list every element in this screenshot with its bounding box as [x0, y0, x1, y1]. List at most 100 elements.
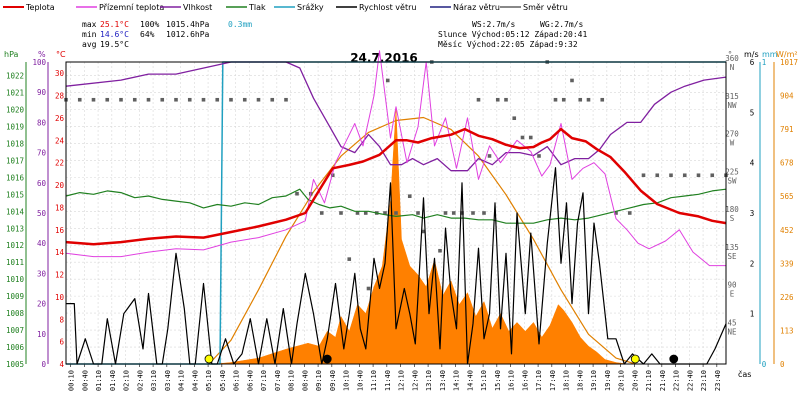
series-wind-direction-point — [270, 97, 275, 102]
series-wind-direction-point — [347, 257, 352, 261]
tick-label-pct: 10 — [37, 330, 47, 339]
tick-label-hpa: 1016 — [6, 173, 25, 182]
tick-label-time: 13:40 — [439, 370, 447, 391]
series-wind-direction-point — [394, 211, 398, 215]
tick-label-wm2: 0 — [780, 360, 785, 369]
series-wind-direction-point — [710, 173, 715, 178]
tick-label-time: 23:40 — [714, 370, 722, 391]
tick-label-hpa: 1006 — [6, 343, 25, 352]
series-wind-direction-point — [561, 97, 566, 102]
tick-label-time: 05:40 — [219, 370, 227, 391]
tick-label-time: 04:10 — [178, 370, 186, 391]
axis-title-mm: mm — [762, 50, 778, 59]
tick-label-time: 21:40 — [659, 370, 667, 391]
series-solar-radiation — [214, 108, 628, 365]
tick-label-time: 00:10 — [68, 370, 76, 391]
tick-label-time: 20:40 — [631, 370, 639, 391]
series-wind-direction-point — [201, 97, 206, 102]
series-wind-direction-point — [385, 78, 390, 83]
tick-label-mm: 0 — [762, 360, 767, 369]
tick-label-pct: 60 — [37, 179, 47, 188]
axis-title-hpa: hPa — [4, 50, 19, 59]
marker-moonset — [322, 354, 332, 364]
chart-title: 24.7.2016 — [350, 51, 418, 65]
series-wind-direction-point — [482, 211, 486, 215]
series-wind-direction-point — [627, 211, 632, 215]
tick-label-c: 14 — [55, 248, 65, 257]
series-wind-direction-point — [91, 97, 96, 102]
stat-max-temp: 25.1°C — [100, 20, 129, 29]
tick-label-pct: 30 — [37, 269, 47, 278]
tick-label-hpa: 1017 — [6, 156, 24, 165]
series-wind-direction-point — [537, 154, 541, 158]
stat-min-hum: 64% — [140, 30, 155, 39]
series-wind-direction-point — [614, 211, 618, 215]
series — [64, 50, 728, 365]
tick-label-hpa: 1019 — [6, 122, 24, 131]
tick-label-ms: 2 — [750, 259, 755, 268]
axis-ticks: 1022102110201019101810171016101510141013… — [6, 54, 798, 391]
stat-rain-total: 0.3mm — [228, 20, 252, 29]
tick-label-time: 10:10 — [343, 370, 351, 391]
tick-label-dir-name: SW — [727, 176, 737, 185]
tick-label-time: 07:40 — [274, 370, 282, 391]
tick-label-pct: 100 — [32, 58, 46, 67]
axis-title-time: čas — [738, 369, 751, 379]
tick-label-c: 8 — [59, 315, 64, 324]
series-wind-direction-point — [655, 173, 660, 178]
tick-label-wm2: 113 — [780, 326, 794, 335]
tick-label-dir-name: SE — [727, 252, 737, 261]
legend-label-direction: Směr větru — [523, 3, 568, 12]
tick-label-pct: 70 — [37, 149, 47, 158]
tick-label-dir-name: W — [730, 139, 735, 148]
tick-label-time: 14:10 — [453, 370, 461, 391]
tick-label-ms: 3 — [750, 209, 755, 218]
tick-label-hpa: 1008 — [6, 309, 25, 318]
tick-label-hpa: 1014 — [6, 207, 25, 216]
tick-label-ms: 5 — [750, 108, 755, 117]
tick-label-time: 15:40 — [494, 370, 502, 391]
tick-label-dir-name: N — [730, 63, 735, 72]
tick-label-dir-name: E — [730, 290, 735, 299]
series-wind-direction-point — [242, 97, 247, 102]
tick-label-c: 24 — [55, 136, 65, 145]
tick-label-hpa: 1010 — [6, 275, 25, 284]
series-wind-direction-point — [215, 97, 220, 102]
tick-label-mm: 1 — [762, 58, 767, 67]
series-wind-direction-point — [460, 211, 464, 215]
tick-label-time: 18:10 — [563, 370, 571, 391]
legend-label-feels: Přízemní teplota — [99, 3, 164, 12]
tick-label-wm2: 339 — [780, 259, 794, 268]
stat-max-label: max — [82, 20, 97, 29]
tick-label-c: 12 — [55, 271, 64, 280]
stat-min-temp: 14.6°C — [100, 30, 129, 39]
series-wind-direction-point — [383, 211, 387, 215]
tick-label-time: 00:40 — [81, 370, 89, 391]
tick-label-time: 21:10 — [645, 370, 653, 391]
series-wind-direction-point — [570, 78, 574, 83]
tick-label-wm2: 791 — [780, 125, 794, 134]
tick-label-time: 02:10 — [123, 370, 131, 391]
tick-label-dir-name: S — [730, 214, 735, 223]
legend-label-rain: Srážky — [297, 3, 324, 12]
tick-label-time: 03:10 — [150, 370, 158, 391]
series-wind-direction-point — [495, 97, 500, 102]
tick-label-hpa: 1009 — [6, 292, 24, 301]
series-wind-direction-point — [174, 97, 178, 102]
series-wind-direction-point — [229, 97, 233, 102]
tick-label-hpa: 1020 — [6, 106, 25, 115]
axis-title-c: °C — [56, 50, 66, 59]
series-humidity — [65, 61, 727, 172]
series-wind-direction-point — [553, 97, 558, 102]
tick-label-dir: 270 — [725, 130, 739, 139]
tick-label-wm2: 226 — [780, 293, 794, 302]
stat-min-press: 1012.6hPa — [166, 30, 210, 39]
series-wind-direction-point — [319, 211, 324, 215]
series-wind-direction-point — [284, 97, 288, 102]
tick-label-pct: 90 — [37, 88, 47, 97]
marker-sunrise — [204, 354, 214, 364]
tick-label-dir: 315 — [725, 92, 739, 101]
tick-label-pct: 50 — [37, 209, 47, 218]
stat-max-press: 1015.4hPa — [166, 20, 210, 29]
